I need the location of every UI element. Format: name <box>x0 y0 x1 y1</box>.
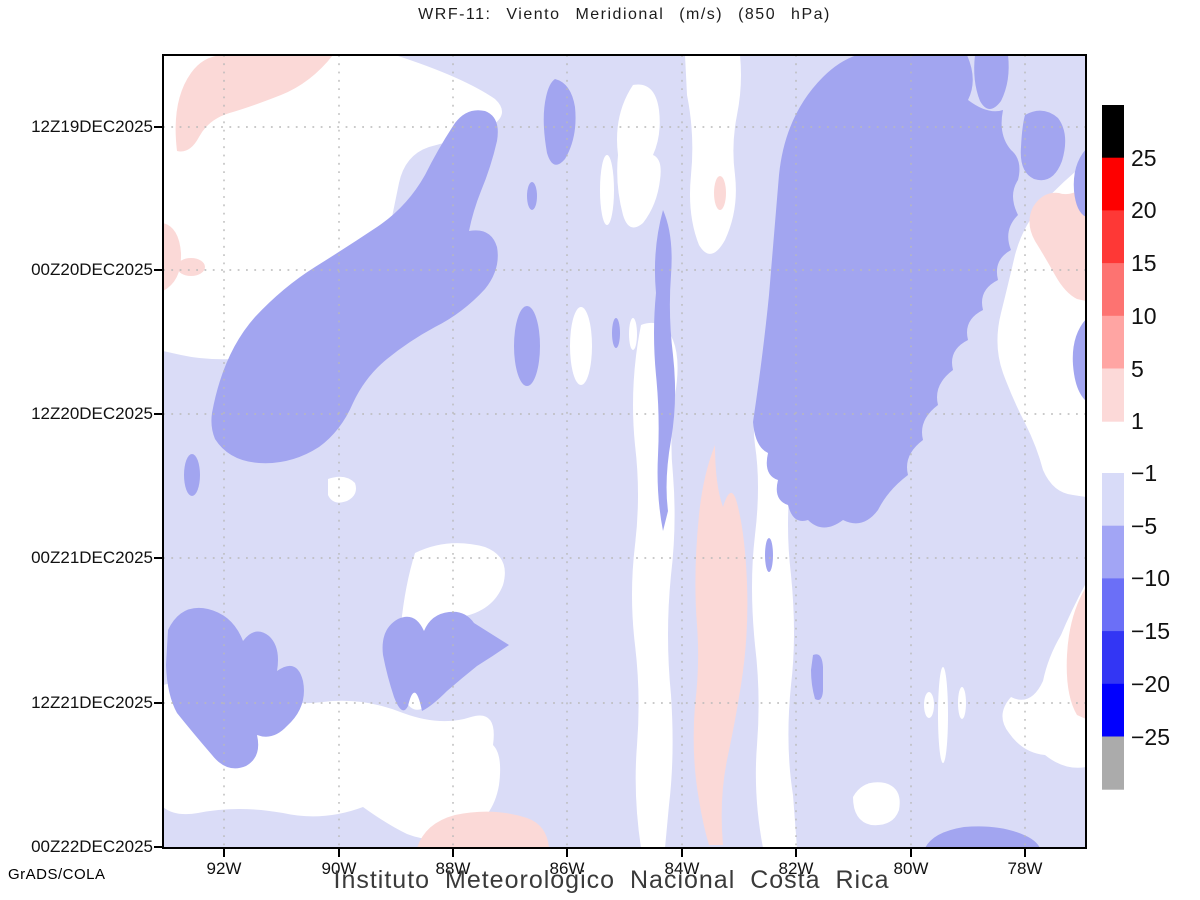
contour-region-periwinkle <box>811 654 823 700</box>
contour-region-periwinkle <box>1072 319 1086 401</box>
contour-region-pink <box>177 258 205 276</box>
colorbar-label: 25 <box>1131 144 1157 171</box>
x-tick-label: 84W <box>664 859 700 878</box>
contour-region-periwinkle <box>166 607 304 769</box>
contour-region-white <box>570 307 592 385</box>
contour-region-periwinkle <box>382 611 509 711</box>
contour-region-periwinkle <box>974 55 1009 109</box>
x-tick-label: 78W <box>1007 859 1043 878</box>
colorbar-label: −25 <box>1131 723 1171 750</box>
contour-region-pink <box>1029 187 1086 301</box>
plot-frame <box>162 54 1087 849</box>
colorbar-segment <box>1102 105 1124 159</box>
colorbar-label: −20 <box>1131 670 1171 697</box>
contour-region-pink <box>1066 587 1086 719</box>
contour-region-white <box>685 55 741 254</box>
grads-credit-text: GrADS/COLA <box>8 866 106 883</box>
contour-region-white <box>399 543 505 710</box>
colorbar-segment <box>1102 368 1124 422</box>
contour-region-white <box>600 155 614 225</box>
colorbar-label: 5 <box>1131 355 1144 382</box>
contour-region-periwinkle <box>1073 149 1086 217</box>
contour-region-white <box>938 667 948 763</box>
x-tick-label: 90W <box>321 859 357 878</box>
contour-region-periwinkle <box>211 110 498 464</box>
y-tick-label: 12Z21DEC2025 <box>31 693 153 712</box>
colorbar-label: 10 <box>1131 302 1157 329</box>
contour-region-white <box>328 476 356 503</box>
colorbar-label: −1 <box>1131 460 1158 486</box>
contour-region-white <box>1002 583 1086 768</box>
colorbar-label: 1 <box>1131 408 1144 435</box>
colorbar-segment <box>1102 473 1124 527</box>
colorbar-segment <box>1102 736 1124 790</box>
contour-region-pink <box>714 176 726 210</box>
y-tick-label: 00Z20DEC2025 <box>31 260 153 279</box>
contour-region-periwinkle <box>527 182 537 210</box>
contour-region-pink <box>417 811 549 848</box>
colorbar-segment <box>1102 210 1124 264</box>
colorbar-segment <box>1102 263 1124 317</box>
contour-field <box>163 55 1086 848</box>
x-tick-label: 88W <box>435 859 471 878</box>
y-tick-label: 12Z20DEC2025 <box>31 404 153 423</box>
colorbar-segment <box>1102 525 1124 579</box>
colorbar-label: −10 <box>1131 565 1171 592</box>
colorbar <box>1102 105 1124 790</box>
contour-region-white <box>853 782 900 826</box>
contour-region-white <box>924 692 934 718</box>
colorbar-label: 20 <box>1131 197 1157 224</box>
colorbar-segment <box>1102 683 1124 737</box>
contour-region-periwinkle <box>925 826 1040 848</box>
colorbar-label: −15 <box>1131 618 1171 645</box>
contour-region-periwinkle <box>184 454 200 496</box>
chart-title: WRF-11: Viento Meridional (m/s) (850 hPa… <box>418 6 831 23</box>
contour-region-white <box>163 55 503 360</box>
colorbar-label: −5 <box>1131 512 1158 539</box>
contour-region-periwinkle <box>654 210 676 531</box>
chart-caption: Instituto Meteorologico Nacional Costa R… <box>333 866 890 894</box>
contour-region-pink <box>693 445 748 845</box>
colorbar-segment <box>1102 157 1124 211</box>
x-tick-label: 86W <box>549 859 585 878</box>
contour-region-white <box>958 687 966 719</box>
contour-region-periwinkle <box>753 55 1020 528</box>
y-tick-label: 00Z21DEC2025 <box>31 548 153 567</box>
colorbar-segment <box>1102 578 1124 632</box>
contour-region-periwinkle <box>1020 110 1066 181</box>
contour-region-white <box>752 392 797 848</box>
contour-region-periwinkle <box>543 79 576 165</box>
x-tick-label: 82W <box>778 859 814 878</box>
contour-region-pink <box>175 55 333 152</box>
x-tick-label: 80W <box>893 859 929 878</box>
y-tick-label: 00Z22DEC2025 <box>31 837 153 856</box>
x-tick-label: 92W <box>206 859 242 878</box>
contour-region-white <box>617 84 661 228</box>
y-tick-label: 12Z19DEC2025 <box>31 117 153 136</box>
colorbar-segment <box>1102 315 1124 369</box>
contour-region-white <box>304 169 330 204</box>
contour-region-periwinkle <box>765 538 773 572</box>
colorbar-segment <box>1102 631 1124 685</box>
contour-region-white <box>629 318 637 350</box>
colorbar-label: 15 <box>1131 250 1157 277</box>
contour-region-periwinkle <box>612 318 620 348</box>
contour-region-periwinkle <box>514 306 540 386</box>
contour-region-pink <box>163 223 182 291</box>
